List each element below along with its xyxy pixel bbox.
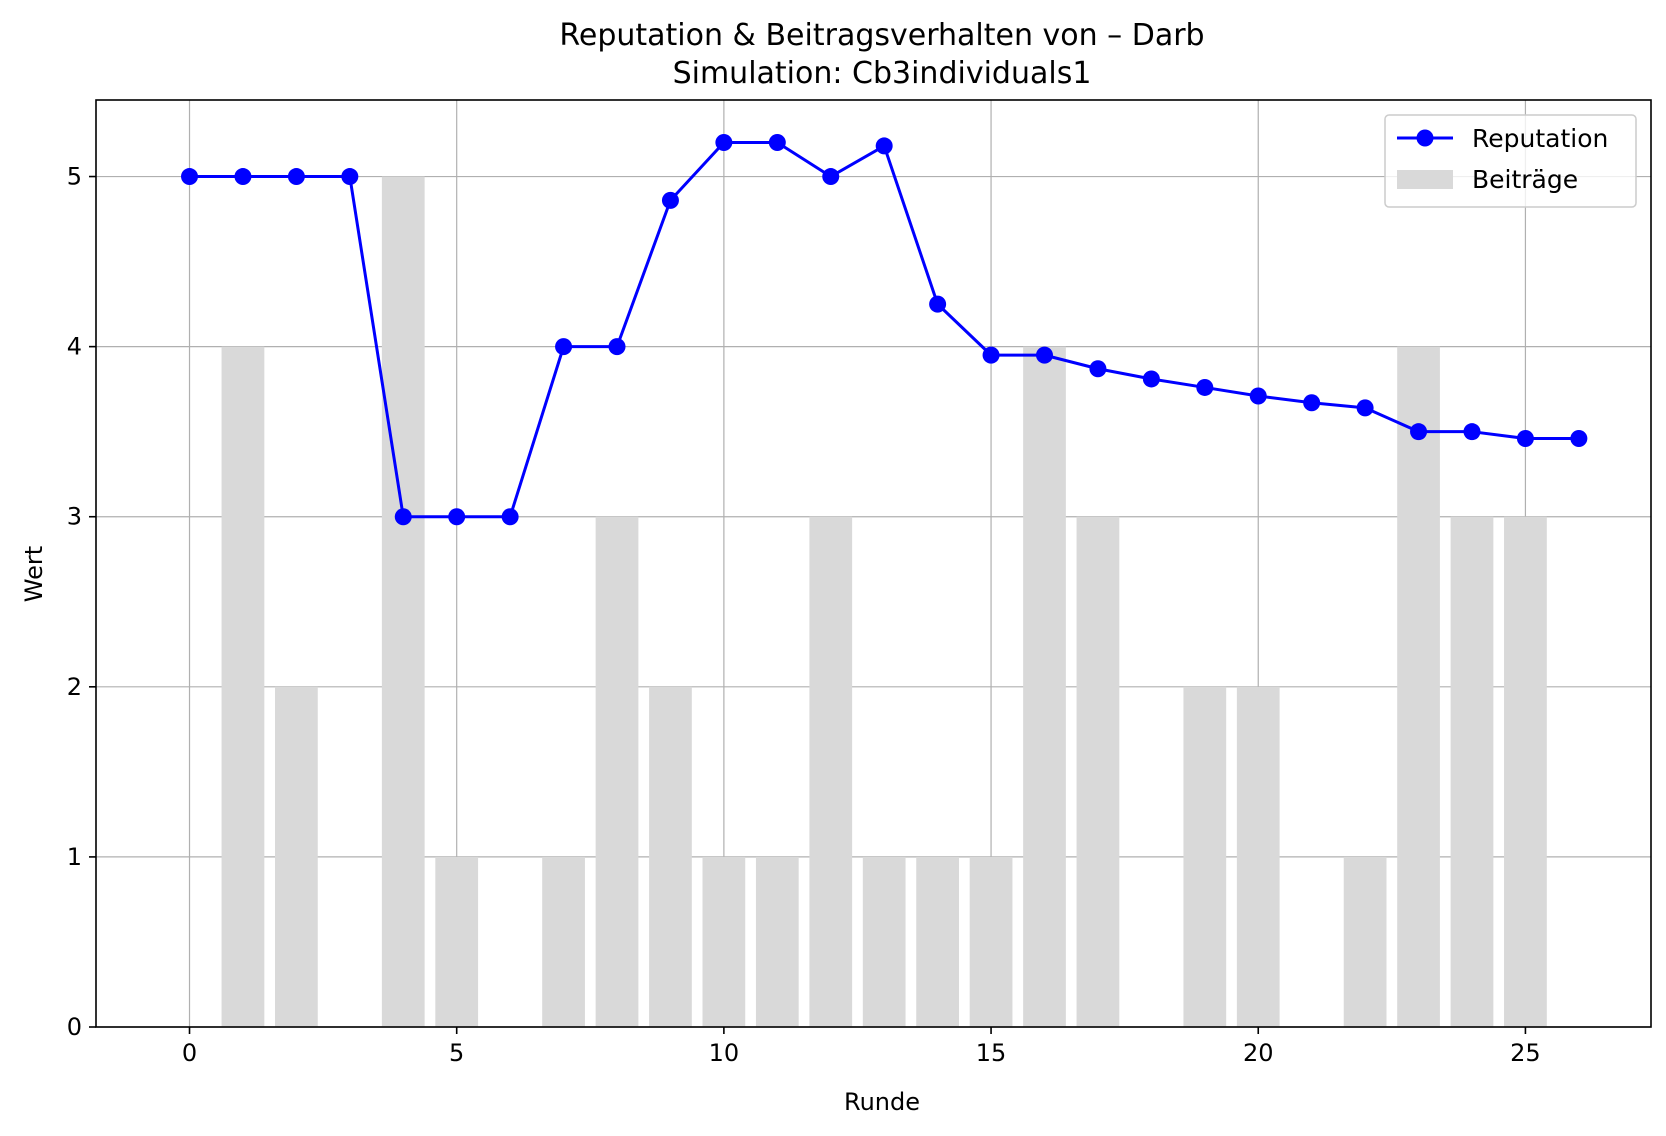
data-point: [1356, 399, 1374, 417]
data-point: [768, 134, 786, 152]
data-point: [1089, 360, 1107, 378]
bar: [1450, 516, 1494, 1027]
x-tick-label: 15: [976, 1039, 1007, 1067]
bar: [1343, 856, 1387, 1027]
data-point: [501, 508, 519, 526]
bar: [862, 856, 906, 1027]
data-point: [234, 168, 252, 186]
bar: [1397, 346, 1440, 1027]
legend: Reputation Beiträge: [1384, 114, 1637, 208]
bar: [1504, 516, 1547, 1027]
bar: [1023, 346, 1066, 1027]
bar: [542, 856, 585, 1027]
data-point: [181, 168, 199, 186]
bar: [969, 856, 1013, 1027]
y-tick-label: 0: [67, 1013, 82, 1041]
data-point: [1410, 423, 1428, 441]
bar: [702, 856, 746, 1027]
data-point: [822, 168, 840, 186]
data-point: [1303, 394, 1321, 412]
bar: [649, 686, 692, 1027]
bar: [275, 686, 318, 1027]
plot-frame: [95, 99, 1652, 1028]
y-axis-label: Wert: [20, 546, 48, 602]
bar: [1183, 686, 1227, 1027]
line-series-reputation: [181, 134, 1588, 526]
data-point: [394, 508, 412, 526]
legend-reputation-marker: [1416, 129, 1434, 147]
bar: [809, 516, 853, 1027]
x-tick-label: 20: [1243, 1039, 1274, 1067]
chart-subtitle: Simulation: Cb3individuals1: [673, 56, 1092, 91]
data-point: [982, 346, 1000, 364]
bar: [755, 856, 799, 1027]
data-point: [1142, 370, 1160, 388]
data-point: [1570, 429, 1588, 447]
data-point: [1249, 387, 1267, 405]
y-tick-label: 5: [67, 163, 82, 191]
bar: [381, 176, 425, 1028]
data-point: [661, 191, 679, 209]
data-point: [875, 137, 893, 155]
bar: [1236, 686, 1280, 1027]
data-point: [448, 508, 466, 526]
data-point: [1035, 346, 1053, 364]
x-tick-label: 10: [709, 1039, 740, 1067]
bar: [435, 856, 479, 1027]
legend-reputation-label: Reputation: [1472, 124, 1608, 153]
data-point: [608, 338, 626, 356]
data-point: [555, 338, 573, 356]
x-tick-label: 0: [182, 1039, 197, 1067]
chart-title: Reputation & Beitragsverhalten von – Dar…: [559, 18, 1204, 53]
y-tick-label: 1: [67, 843, 82, 871]
y-tick-label: 2: [67, 673, 82, 701]
data-point: [1196, 378, 1214, 396]
data-point: [715, 134, 733, 152]
bar: [1076, 516, 1120, 1027]
legend-beitraege-swatch: [1397, 170, 1453, 189]
bar: [916, 856, 959, 1027]
y-tick-label: 3: [67, 503, 82, 531]
x-tick-label: 25: [1510, 1039, 1541, 1067]
data-point: [287, 168, 305, 186]
bar-series-beitraege: [221, 176, 1547, 1028]
bar: [595, 516, 639, 1027]
legend-beitraege-label: Beiträge: [1472, 165, 1578, 194]
y-tick-label: 4: [67, 333, 82, 361]
data-point: [1516, 429, 1534, 447]
axes: 0 5 10 15 20 25 0 1 2 3 4 5: [67, 99, 1652, 1067]
data-point: [341, 168, 359, 186]
data-point: [929, 295, 947, 313]
x-axis-label: Runde: [844, 1088, 920, 1116]
bar: [221, 346, 265, 1027]
data-point: [1463, 423, 1481, 441]
x-tick-label: 5: [449, 1039, 464, 1067]
